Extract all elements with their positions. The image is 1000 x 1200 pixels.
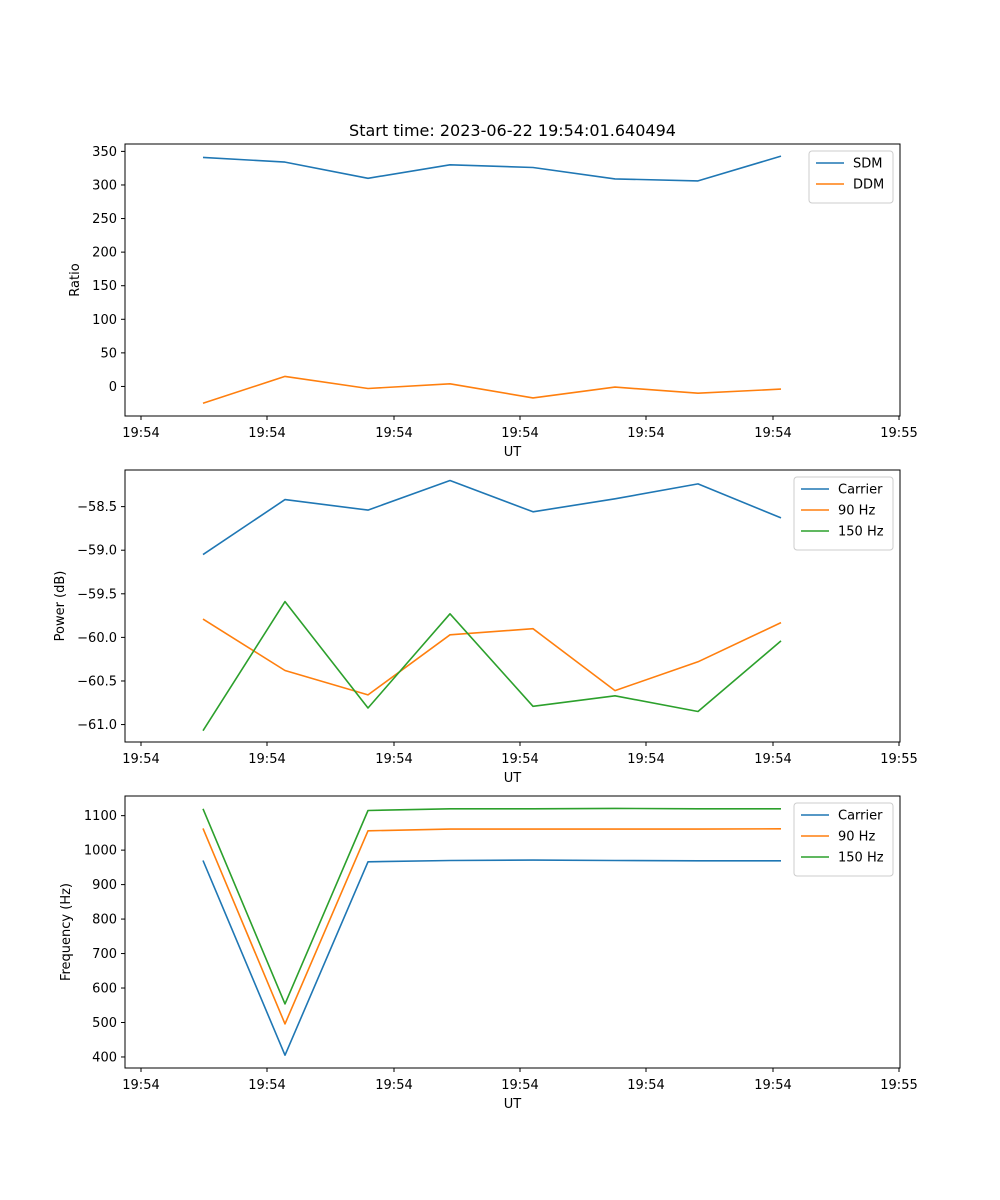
series-line-150-hz [202, 807, 781, 1005]
y-tick-label: 900 [92, 878, 117, 893]
x-tick-label: 19:54 [122, 426, 159, 441]
legend-label: Carrier [838, 809, 883, 824]
y-tick-label: 0 [109, 380, 117, 395]
legend-label: 90 Hz [838, 830, 875, 845]
y-tick-label: 350 [92, 145, 117, 160]
y-tick-label: 800 [92, 913, 117, 928]
series-line-90-hz [202, 827, 782, 1025]
y-tick-label: 100 [92, 313, 117, 328]
series-line-150-hz [202, 600, 782, 732]
y-tick-label: −58.5 [77, 500, 117, 515]
series-line-sdm [202, 155, 782, 182]
y-tick-label: 1000 [84, 844, 117, 859]
x-tick-label: 19:54 [375, 1078, 412, 1093]
legend-label: 90 Hz [838, 504, 875, 519]
y-axis-label: Ratio [68, 263, 83, 296]
x-tick-label: 19:54 [248, 1078, 285, 1093]
legend-label: 150 Hz [838, 851, 884, 866]
y-tick-label: −59.0 [77, 544, 117, 559]
x-tick-label: 19:54 [627, 1078, 664, 1093]
x-axis-label: UT [504, 771, 522, 786]
series-line-carrier [202, 479, 782, 556]
x-tick-label: 19:55 [880, 752, 917, 767]
x-tick-label: 19:54 [754, 1078, 791, 1093]
plot-frame [124, 469, 901, 743]
y-tick-label: 200 [92, 246, 117, 261]
y-tick-label: 150 [92, 279, 117, 294]
x-tick-label: 19:54 [627, 752, 664, 767]
y-tick-label: 50 [100, 346, 117, 361]
series-line-carrier [202, 859, 781, 1056]
legend-label: 150 Hz [838, 525, 884, 540]
plots: 19:54 19:54 19:54 19:54 19:54 19:54 19:55 0 50 10… [53, 143, 918, 1112]
legend-label: SDM [853, 157, 882, 172]
legend-label: DDM [853, 178, 884, 193]
x-tick-label: 19:54 [501, 752, 538, 767]
x-tick-label: 19:54 [122, 752, 159, 767]
chart-panel-3: 19:54 19:54 19:54 19:54 19:54 19:54 19:55 400 50… [59, 795, 918, 1112]
x-axis-label: UT [504, 1097, 522, 1112]
y-tick-label: 700 [92, 947, 117, 962]
legend-label: Carrier [838, 483, 883, 498]
x-tick-label: 19:54 [375, 426, 412, 441]
y-tick-label: 300 [92, 178, 117, 193]
series-line-90-hz [202, 618, 782, 696]
x-tick-label: 19:55 [880, 1078, 917, 1093]
y-tick-label: 400 [92, 1050, 117, 1065]
x-tick-label: 19:54 [501, 426, 538, 441]
plot-frame [124, 143, 901, 417]
y-axis-label: Power (dB) [53, 571, 68, 642]
y-tick-label: 500 [92, 1016, 117, 1031]
figure-title: Start time: 2023-06-22 19:54:01.640494 [349, 121, 676, 140]
x-tick-label: 19:55 [880, 426, 917, 441]
y-tick-label: −59.5 [77, 587, 117, 602]
y-tick-label: 250 [92, 212, 117, 227]
chart-panel-1: 19:54 19:54 19:54 19:54 19:54 19:54 19:55 0 50 10… [68, 143, 918, 460]
x-tick-label: 19:54 [375, 752, 412, 767]
y-tick-label: −61.0 [77, 718, 117, 733]
y-tick-label: 600 [92, 982, 117, 997]
series-line-ddm [202, 375, 782, 404]
y-tick-label: −60.5 [77, 674, 117, 689]
y-axis-label: Frequency (Hz) [59, 883, 74, 981]
x-axis-label: UT [504, 445, 522, 460]
x-tick-label: 19:54 [501, 1078, 538, 1093]
x-tick-label: 19:54 [248, 426, 285, 441]
legend-box [808, 150, 894, 204]
x-tick-label: 19:54 [248, 752, 285, 767]
y-tick-label: −60.0 [77, 631, 117, 646]
x-tick-label: 19:54 [754, 752, 791, 767]
x-tick-label: 19:54 [122, 1078, 159, 1093]
chart-panel-2: 19:54 19:54 19:54 19:54 19:54 19:54 19:55 −61.0… [53, 469, 918, 786]
plot-frame [124, 795, 901, 1069]
x-tick-label: 19:54 [754, 426, 791, 441]
x-tick-label: 19:54 [627, 426, 664, 441]
y-tick-label: 1100 [84, 809, 117, 824]
